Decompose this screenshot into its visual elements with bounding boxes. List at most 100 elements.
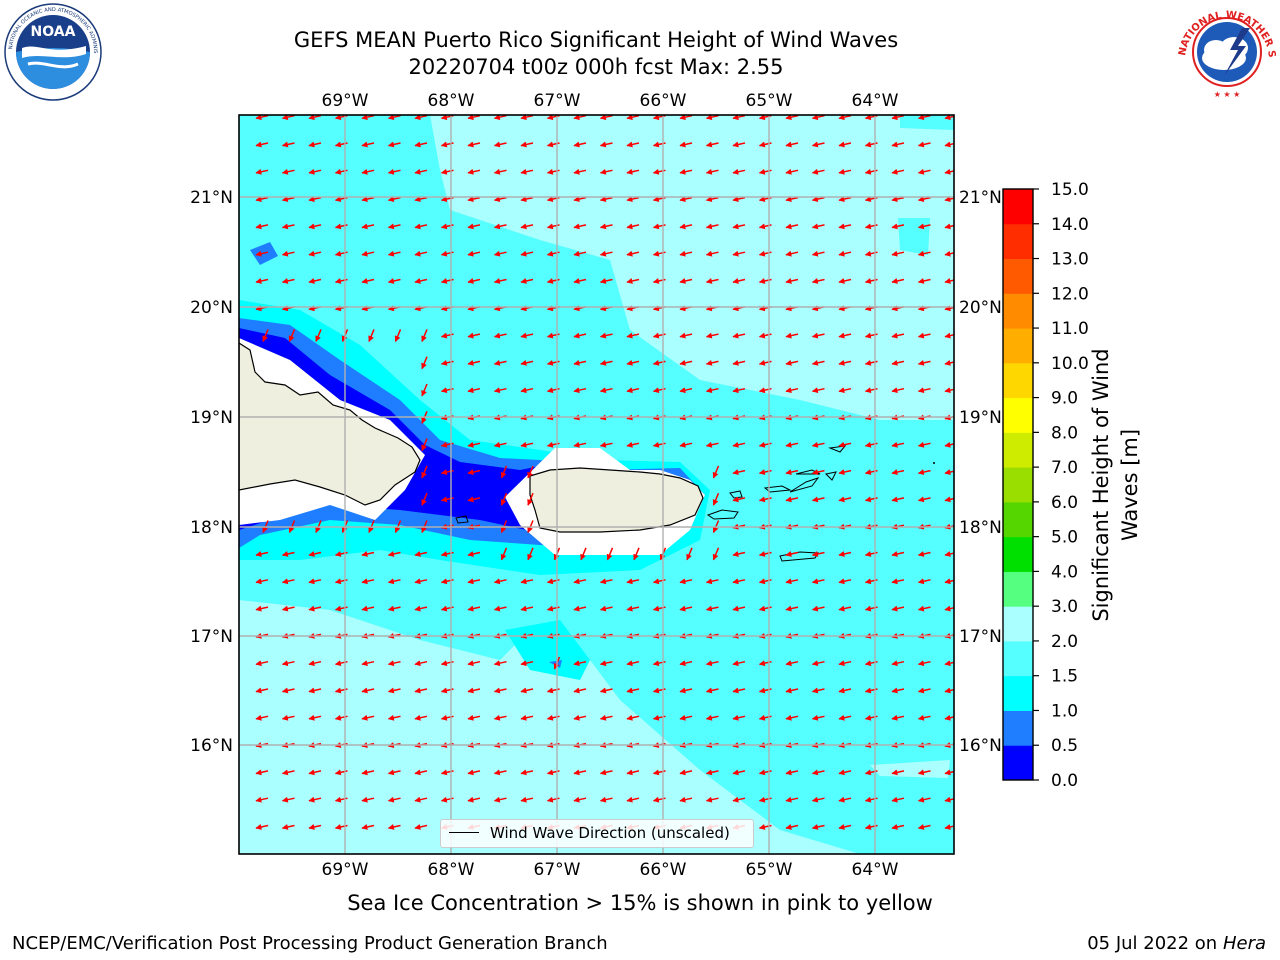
wave-direction-arrow [308, 551, 322, 557]
wave-direction-arrow [361, 578, 375, 585]
wave-direction-arrow [308, 196, 322, 202]
wave-direction-arrow [599, 223, 613, 230]
wave-direction-arrow [573, 605, 587, 612]
lat-label-right: 16°N [959, 736, 1002, 756]
island-culebra [729, 490, 743, 499]
wave-direction-arrow [520, 141, 534, 148]
wave-direction-arrow [917, 660, 931, 667]
wave-direction-arrow [626, 278, 640, 284]
noaa-logo-text: NOAA [31, 24, 76, 40]
wave-direction-arrow [917, 578, 931, 585]
lon-label-top: 64°W [852, 91, 899, 111]
wave-direction-arrow [361, 223, 375, 230]
footer-credit: NCEP/EMC/Verification Post Processing Pr… [12, 933, 608, 954]
wave-direction-arrow [944, 551, 954, 557]
wave-direction-arrow [573, 250, 587, 257]
colorbar-tick-label: 3.0 [1051, 597, 1078, 617]
wave-direction-arrow [944, 605, 954, 612]
colorbar-swatch [1003, 189, 1033, 225]
wave-direction-arrow [811, 551, 825, 557]
lat-label-left: 21°N [190, 188, 233, 208]
wave-direction-arrow [599, 605, 613, 612]
wave-direction-arrow [838, 714, 852, 721]
wave-direction-arrow [281, 578, 295, 585]
wave-direction-arrow [573, 196, 587, 202]
wave-direction-arrow [308, 278, 322, 284]
colorbar-tick-label: 4.0 [1051, 562, 1078, 582]
lat-label-left: 16°N [190, 736, 233, 756]
wave-direction-arrow [599, 141, 613, 148]
wave-direction-arrow [679, 196, 693, 202]
wave-direction-arrow [414, 223, 428, 230]
wave-direction-arrow [811, 578, 825, 585]
wave-direction-arrow [414, 605, 428, 612]
wave-direction-arrow [527, 465, 534, 479]
wave-direction-arrow [573, 168, 587, 175]
colorbar-tick-label: 1.0 [1051, 701, 1078, 721]
lat-label-left: 18°N [190, 518, 233, 538]
lat-label-right: 21°N [959, 188, 1002, 208]
wave-direction-arrow [838, 332, 852, 339]
wave-direction-arrow [626, 250, 640, 257]
wave-direction-arrow [361, 278, 375, 284]
wave-direction-arrow [712, 547, 720, 561]
wave-direction-arrow [361, 796, 375, 803]
wave-direction-arrow [573, 660, 587, 667]
wave-direction-arrow [255, 660, 269, 667]
wave-direction-arrow [520, 196, 534, 202]
colorbar-swatch [1003, 710, 1033, 746]
wave-direction-arrow [838, 278, 852, 284]
colorbar-tick-label: 8.0 [1051, 423, 1078, 443]
wave-direction-arrow [705, 387, 719, 394]
wave-direction-arrow [493, 769, 507, 776]
colorbar-tick-label: 0.5 [1051, 736, 1078, 756]
wave-direction-arrow [891, 469, 905, 475]
wave-direction-arrow [361, 551, 375, 557]
wave-direction-arrow [917, 168, 931, 175]
colorbar-swatch [1003, 397, 1033, 433]
wave-direction-arrow [467, 714, 481, 721]
wave-direction-arrow [838, 551, 852, 557]
island-vieques [706, 509, 739, 520]
wave-direction-arrow [414, 278, 428, 284]
wave-direction-arrow [917, 196, 931, 202]
wave-direction-arrow [281, 796, 295, 803]
legend-line-swatch [449, 832, 479, 833]
colorbar-swatch [1003, 328, 1033, 364]
wave-direction-arrow [838, 824, 852, 830]
colorbar-swatch [1003, 223, 1033, 260]
wave-direction-arrow [838, 687, 852, 694]
wave-direction-arrow [467, 605, 481, 612]
wave-direction-arrow [599, 359, 613, 366]
map-title: GEFS MEAN Puerto Rico Significant Height… [293, 28, 899, 52]
wave-direction-arrow [626, 796, 640, 803]
wave-direction-arrow [785, 387, 799, 394]
wave-direction-arrow [785, 168, 799, 175]
wave-direction-arrow [944, 469, 954, 475]
wave-direction-arrow [811, 359, 825, 366]
wave-direction-arrow [891, 714, 905, 721]
wave-direction-arrow [387, 687, 401, 694]
wave-direction-arrow [891, 687, 905, 694]
wave-direction-arrow [944, 250, 954, 257]
wave-band-1.5-2-patch-north [900, 115, 954, 130]
wave-direction-arrow [785, 824, 799, 830]
wave-direction-arrow [838, 496, 852, 503]
wave-direction-arrow [255, 687, 269, 694]
wave-direction-arrow [705, 168, 719, 175]
wave-direction-arrow [705, 578, 719, 585]
wave-direction-arrow [917, 115, 931, 121]
lon-label-bottom: 66°W [640, 860, 687, 880]
wave-direction-arrow [705, 687, 719, 694]
wave-direction-arrow [467, 441, 481, 448]
wave-direction-arrow [281, 687, 295, 694]
lon-label-bottom: 69°W [322, 860, 369, 880]
wave-band-2-3-north [430, 115, 954, 420]
lat-label-right: 19°N [959, 408, 1002, 428]
wave-direction-arrow [573, 387, 587, 394]
island-anegada [828, 445, 847, 453]
wave-direction-arrow [785, 359, 799, 366]
wave-direction-arrow [891, 223, 905, 230]
wave-direction-arrow [467, 551, 481, 557]
wave-direction-arrow [679, 141, 693, 148]
